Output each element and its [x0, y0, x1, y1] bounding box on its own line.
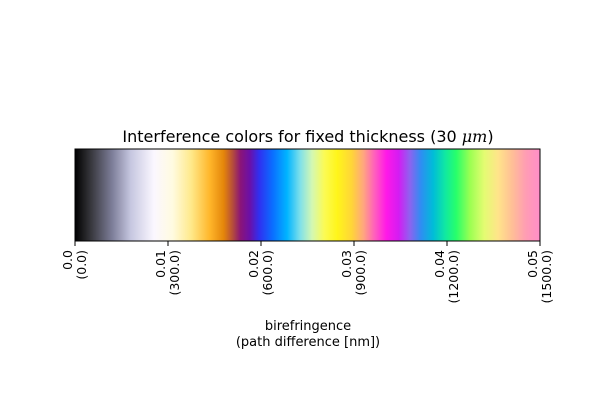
- x-tick-sublabel: (600.0): [260, 250, 275, 296]
- x-tick-label: 0.03: [339, 250, 354, 278]
- x-tick-label: 0.02: [246, 250, 261, 278]
- x-tick-sublabel: (1500.0): [539, 250, 554, 304]
- chart-title-text: Interference colors for fixed thickness …: [122, 127, 461, 146]
- x-tick-sublabel: (0.0): [74, 250, 89, 280]
- x-axis-ticks: 0.0 (0.0) 0.01 (300.0) 0.02 (600.0) 0.03 (900.0…: [60, 241, 554, 304]
- x-axis-label-sub: (path difference [nm]): [236, 335, 380, 350]
- x-tick-sublabel: (1200.0): [446, 250, 461, 304]
- x-tick-sublabel: (300.0): [167, 250, 182, 296]
- x-axis-label: birefringence: [265, 319, 351, 334]
- x-tick-label: 0.01: [153, 250, 168, 278]
- x-tick-sublabel: (900.0): [353, 250, 368, 296]
- interference-colorbar: [75, 149, 540, 241]
- chart-title-unit: μm: [462, 127, 488, 146]
- chart-title: Interference colors for fixed thickness …: [122, 127, 493, 146]
- x-tick-label: 0.05: [525, 250, 540, 278]
- colorbar-frame: [74, 148, 541, 242]
- x-tick-label: 0.04: [432, 250, 447, 278]
- chart-title-close: ): [487, 127, 493, 146]
- x-tick-label: 0.0: [60, 250, 75, 270]
